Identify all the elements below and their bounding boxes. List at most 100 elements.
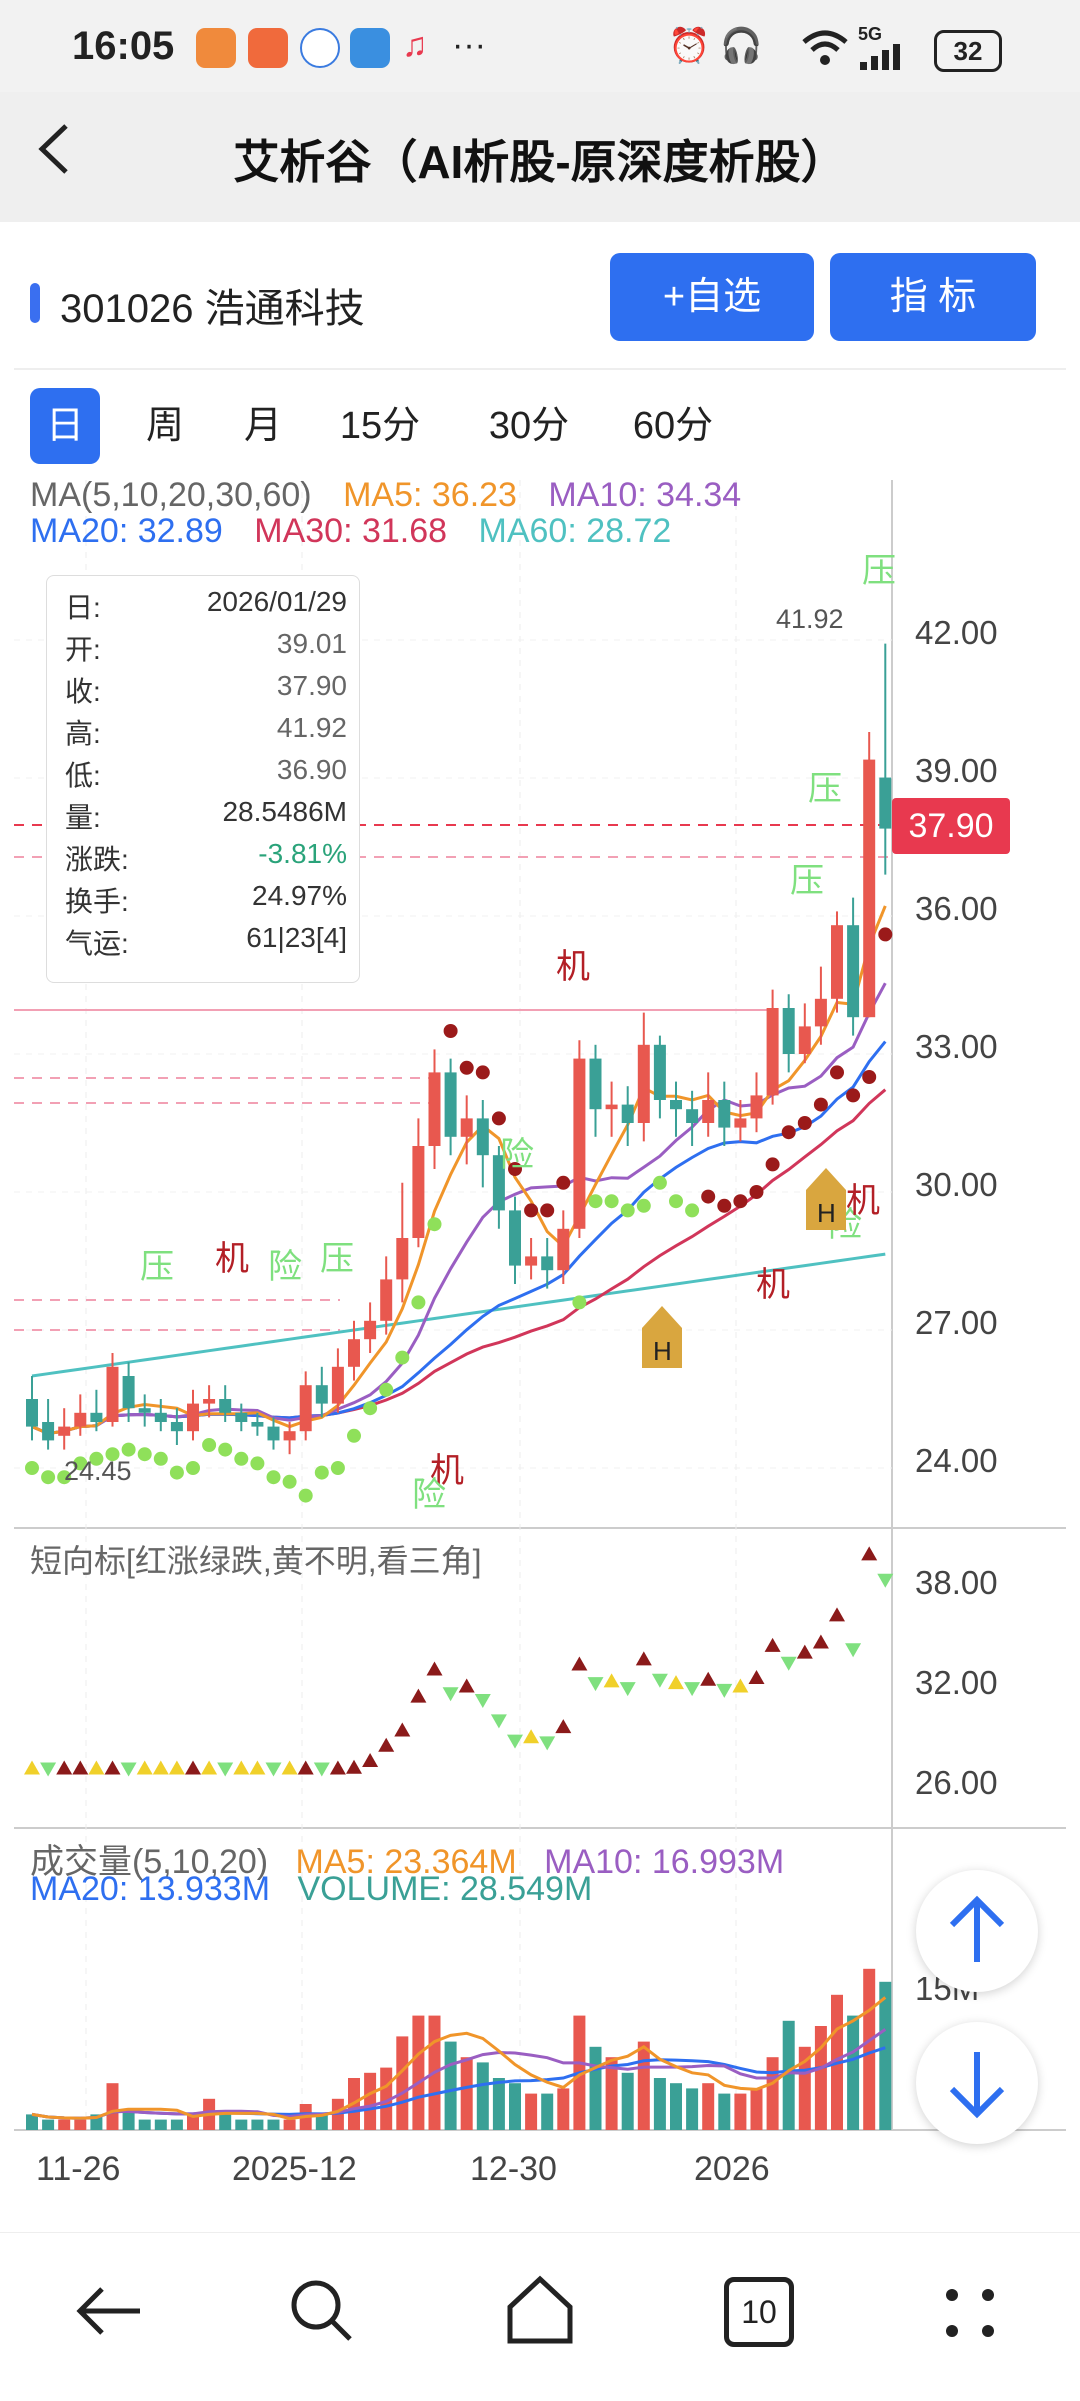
signal-dot <box>379 1382 394 1397</box>
home-nav-button[interactable] <box>500 2269 580 2349</box>
candle-body <box>315 1385 328 1404</box>
candle-body <box>348 1339 360 1367</box>
short-signal-triangle <box>265 1762 282 1777</box>
signal-dot <box>781 1125 796 1140</box>
short-signal-triangle <box>716 1683 733 1698</box>
volume-bar <box>154 2119 167 2130</box>
signal-dot <box>652 1175 667 1190</box>
tab-15min[interactable]: 15分 <box>339 405 421 447</box>
stock-accent-bar <box>30 283 40 323</box>
tabs-nav-button[interactable]: 10 <box>724 2277 794 2347</box>
signal-dot <box>846 1088 861 1103</box>
volume-bar <box>476 2062 489 2130</box>
page-title: 艾析谷（AI析股-原深度析股） <box>233 136 847 188</box>
candle-body <box>90 1412 103 1422</box>
volume-ma20-legend: MA20: 13.933M <box>30 1870 271 1908</box>
volume-bar <box>444 2041 457 2130</box>
opportunity-mark: 机 <box>556 948 590 986</box>
info-label: 换手: <box>65 886 129 917</box>
volume-bar <box>621 2072 634 2130</box>
volume-bar <box>42 2119 55 2130</box>
short-signal-triangle <box>313 1762 330 1777</box>
volume-bar <box>315 2114 328 2130</box>
volume-bar <box>509 2083 521 2130</box>
risk-mark: 险 <box>500 1136 534 1174</box>
signal-dot <box>73 1456 88 1471</box>
short-signal-triangle <box>555 1719 572 1734</box>
short-signal-triangle <box>732 1678 749 1693</box>
short-axis-label: 32.00 <box>915 1664 998 1701</box>
scroll-down-button[interactable] <box>916 2022 1038 2144</box>
x-axis-label: 11-26 <box>36 2150 121 2188</box>
candle-body <box>782 1008 795 1054</box>
back-nav-button[interactable] <box>70 2271 150 2351</box>
volume-bar <box>847 2015 860 2130</box>
short-signal-triangle <box>861 1546 878 1561</box>
home-icon <box>507 2275 573 2344</box>
volume-bar <box>734 2093 747 2130</box>
short-signal-triangle <box>72 1760 89 1775</box>
short-signal-triangle <box>185 1760 201 1775</box>
candle-body <box>170 1422 183 1432</box>
signal-dot <box>620 1203 635 1218</box>
price-axis-label: 39.00 <box>915 752 998 789</box>
short-signal-triangle <box>346 1759 362 1774</box>
kline-chart[interactable]: 压 机 险 压 机 险 险 机 机 压 压 险 机 压 H H <box>0 470 1080 2150</box>
ma10-line <box>31 982 887 1436</box>
signal-dot <box>508 1162 522 1176</box>
indicator-button[interactable]: 指 标 <box>830 253 1036 341</box>
ma60-line <box>31 1252 886 1378</box>
candle-body <box>670 1100 682 1110</box>
short-signal-triangle <box>651 1673 668 1688</box>
signal-dot <box>57 1470 72 1485</box>
tab-month[interactable]: 月 <box>243 405 282 447</box>
volume-bar <box>879 1981 892 2130</box>
browser-nav-bar: 10 <box>0 2232 1080 2401</box>
volume-ma10-legend: MA10: 16.993M <box>544 1843 785 1881</box>
volume-bar <box>106 2083 119 2130</box>
opportunity-mark: 机 <box>430 1452 464 1490</box>
signal-dot <box>330 1461 345 1475</box>
candle-body <box>879 777 892 829</box>
short-signal-triangle <box>635 1651 652 1666</box>
signal-dot <box>540 1203 555 1218</box>
candle-body <box>42 1422 55 1441</box>
back-button[interactable] <box>34 114 74 201</box>
short-signal-triangle <box>845 1643 862 1658</box>
signal-icon <box>860 44 900 70</box>
music-icon: ♫ <box>402 26 428 64</box>
volume-bar <box>525 2093 538 2130</box>
add-watchlist-button[interactable]: +自选 <box>610 253 814 341</box>
tab-60min[interactable]: 60分 <box>632 405 714 447</box>
tab-30min[interactable]: 30分 <box>488 405 570 447</box>
tab-week[interactable]: 周 <box>145 405 184 447</box>
scroll-up-button[interactable] <box>916 1870 1038 1992</box>
signal-dot <box>459 1060 474 1075</box>
risk-mark: 险 <box>268 1248 302 1286</box>
candle-body <box>251 1422 264 1427</box>
more-nav-button[interactable] <box>930 2273 1010 2353</box>
short-signal-triangle <box>458 1678 475 1693</box>
short-signal-triangle <box>217 1762 234 1777</box>
search-nav-button[interactable] <box>282 2271 362 2351</box>
signal-dot <box>363 1401 378 1416</box>
info-value: 24.97% <box>252 880 347 911</box>
short-signal-triangle <box>877 1573 894 1588</box>
volume-bar <box>122 2109 135 2130</box>
short-signal-triangle <box>474 1694 491 1709</box>
tab-day[interactable]: 日 <box>30 388 100 464</box>
volume-bar <box>492 2078 505 2130</box>
candle-body <box>766 1008 779 1096</box>
info-value: 37.90 <box>276 670 347 701</box>
candle-body <box>831 925 843 999</box>
signal-dot <box>556 1175 571 1190</box>
candle-body <box>605 1104 618 1110</box>
svg-text:H: H <box>817 1198 836 1228</box>
candle-body <box>106 1366 119 1422</box>
hold-marker: H <box>642 1306 682 1368</box>
candle-body <box>203 1399 216 1404</box>
pressure-mark: 压 <box>790 862 824 900</box>
signal-dot <box>427 1217 442 1232</box>
volume-bar <box>718 2093 731 2130</box>
pressure-mark: 压 <box>862 552 896 590</box>
